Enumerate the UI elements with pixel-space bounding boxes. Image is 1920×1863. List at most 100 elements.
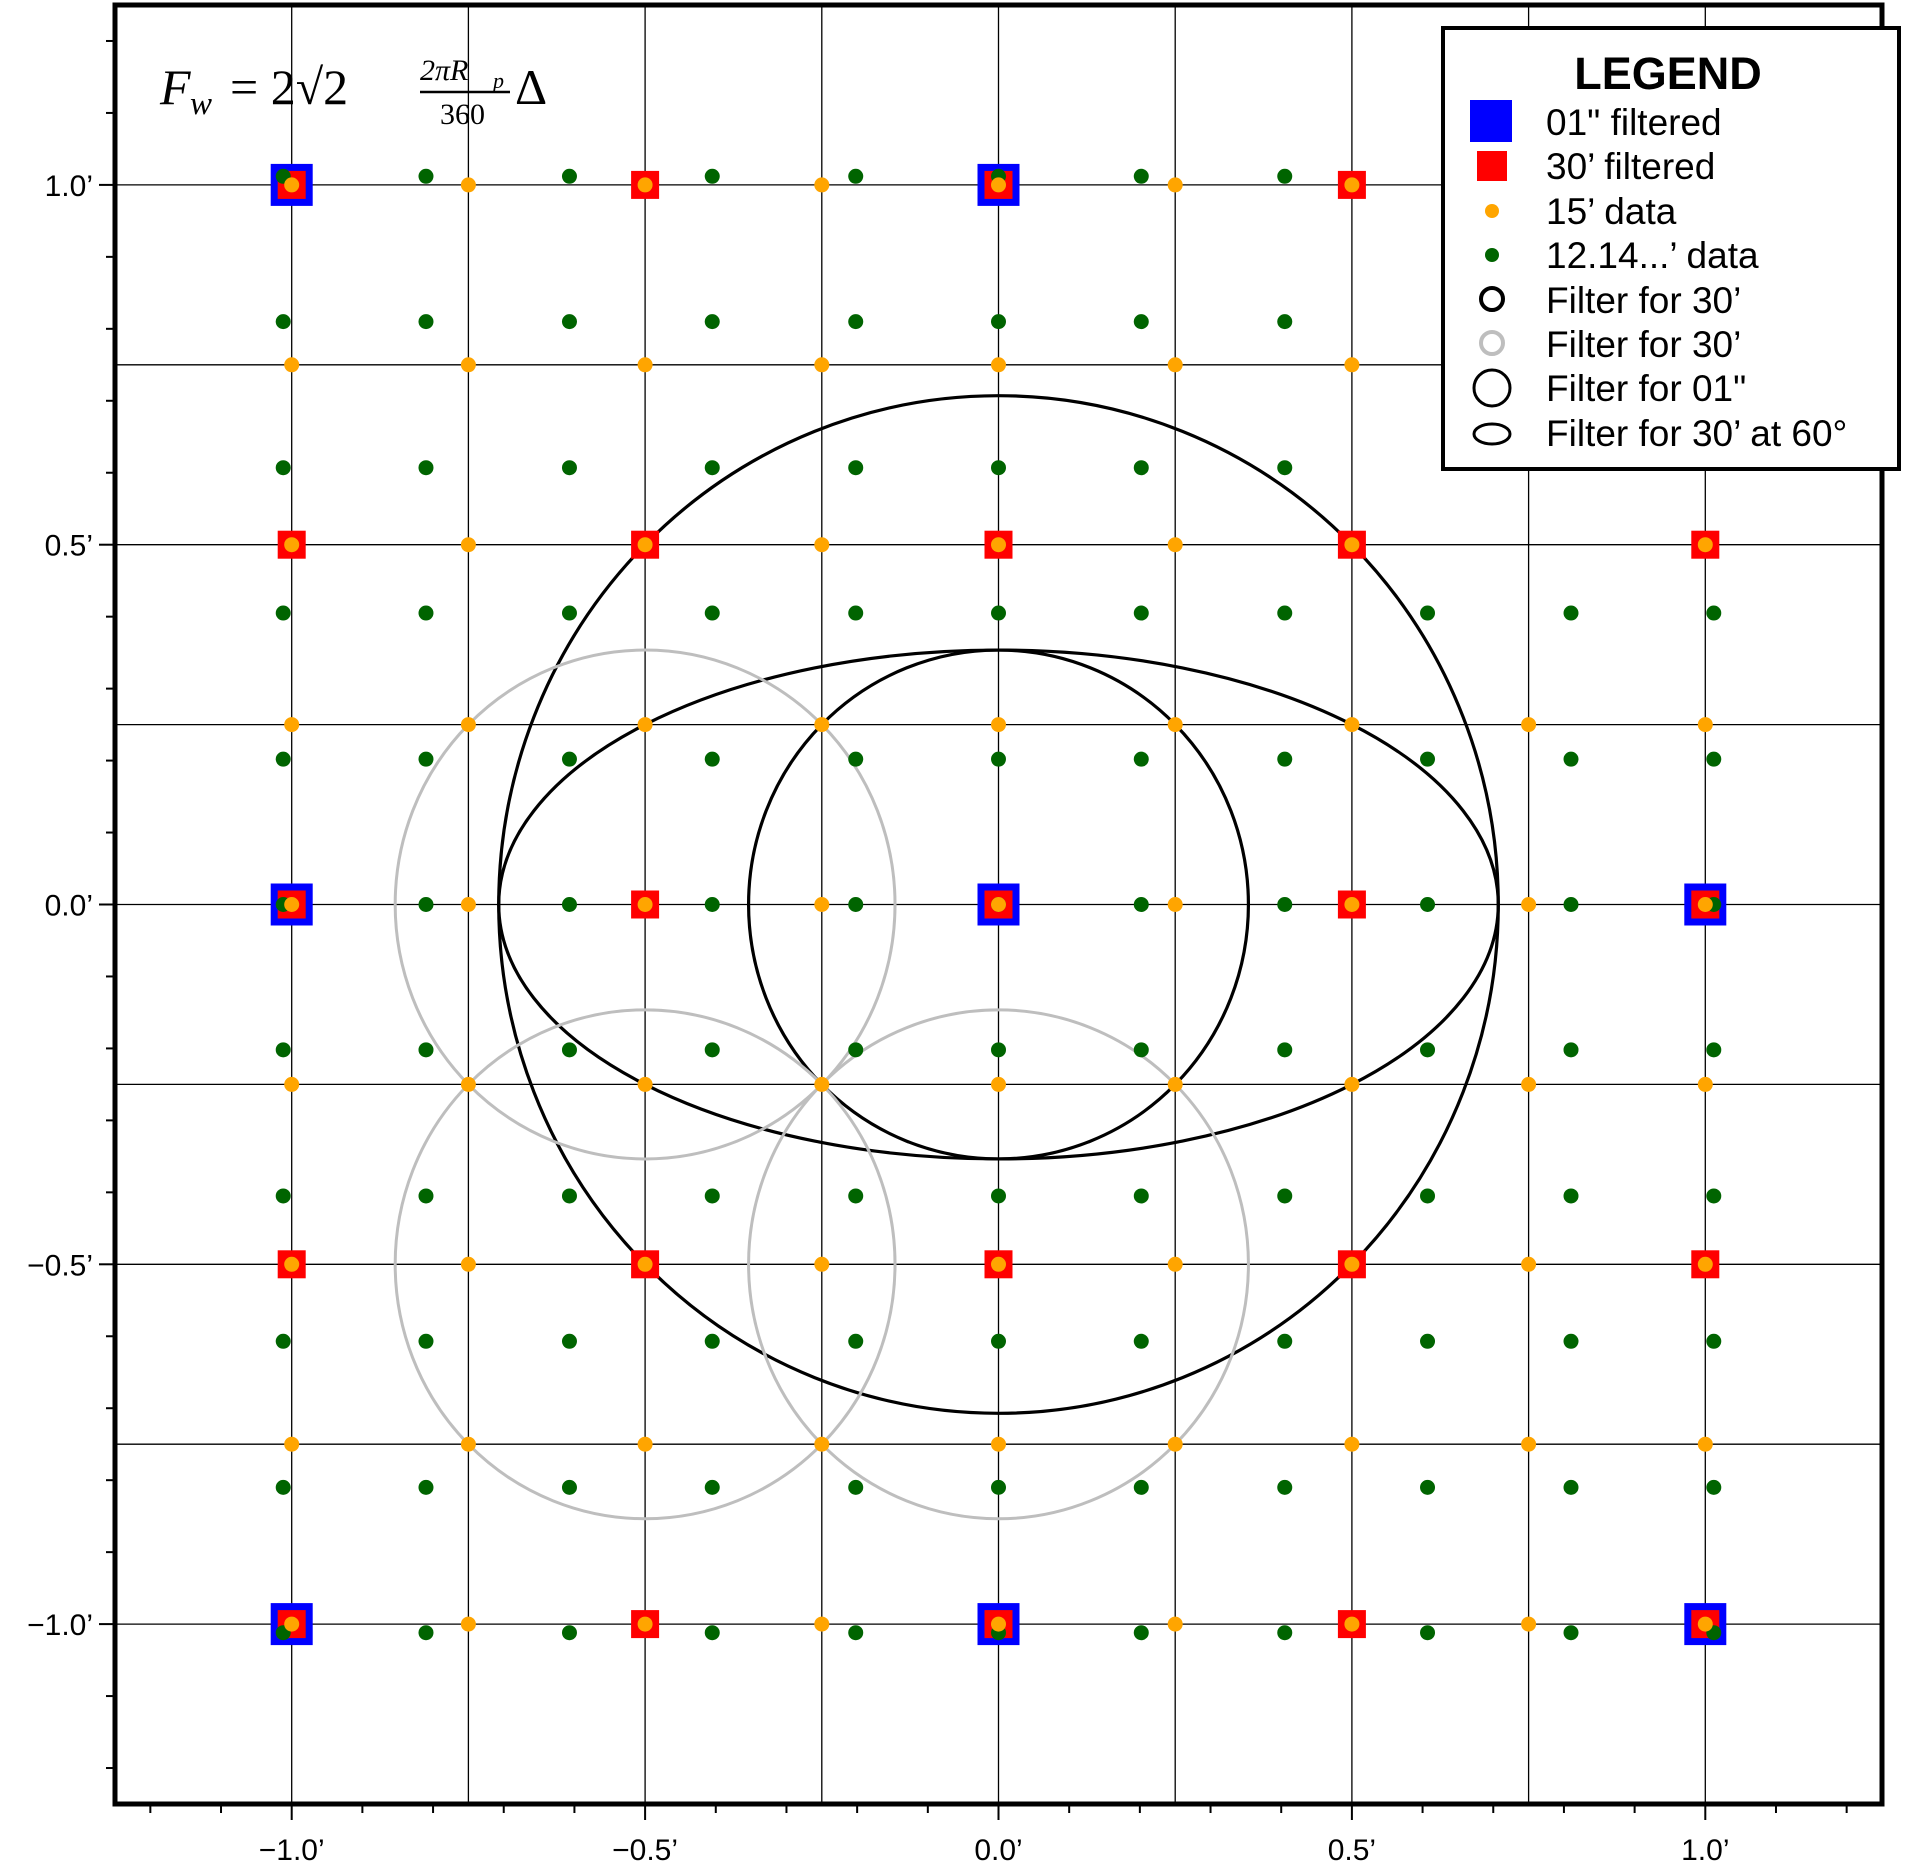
marker-12-data bbox=[561, 1333, 577, 1349]
marker-15-data bbox=[1167, 537, 1183, 553]
marker-15-data bbox=[1697, 1436, 1713, 1452]
marker-12-data bbox=[1420, 605, 1436, 621]
marker-15-data bbox=[460, 897, 476, 912]
marker-15-data bbox=[814, 1436, 830, 1452]
filter-circle-gray bbox=[393, 1008, 897, 1521]
marker-12-data bbox=[561, 1625, 577, 1641]
legend-swatch-filter-30-60 bbox=[1472, 422, 1512, 446]
marker-15-data bbox=[1344, 897, 1360, 912]
marker-15-data bbox=[814, 177, 830, 193]
marker-12-data bbox=[1277, 751, 1293, 767]
marker-15-data bbox=[1344, 1076, 1360, 1092]
marker-15-data bbox=[1521, 897, 1537, 912]
marker-12-data bbox=[1706, 1479, 1722, 1495]
x-tick-label: 1.0’ bbox=[1681, 1834, 1729, 1863]
formula-annotation: F w = 2√2 2πR p 360 Δ bbox=[159, 54, 547, 131]
marker-12-data bbox=[848, 605, 864, 621]
legend-label-filter-30-black: Filter for 30’ bbox=[1546, 280, 1741, 321]
filter-circle-gray bbox=[393, 648, 897, 1161]
x-tick-label: 0.5’ bbox=[1328, 1834, 1376, 1863]
marker-12-data bbox=[704, 605, 720, 621]
marker-12-data bbox=[704, 314, 720, 330]
marker-15-data bbox=[1344, 537, 1360, 553]
marker-15-data bbox=[1167, 717, 1183, 733]
filter-circle-gray bbox=[747, 1008, 1250, 1521]
marker-12-data bbox=[1133, 605, 1149, 621]
marker-12-data bbox=[561, 897, 577, 912]
marker-12-data bbox=[848, 460, 864, 476]
marker-15-data bbox=[284, 177, 300, 193]
formula-numerator-subscript: p bbox=[491, 68, 504, 93]
marker-12-data bbox=[704, 751, 720, 767]
legend-label-filter-30-60: Filter for 30’ at 60° bbox=[1546, 413, 1847, 454]
marker-15-data bbox=[1344, 1436, 1360, 1452]
marker-15-data bbox=[1167, 1616, 1183, 1632]
marker-12-data bbox=[418, 314, 434, 330]
marker-12-data bbox=[275, 751, 291, 767]
formula-subscript: w bbox=[190, 86, 212, 122]
marker-15-data bbox=[1167, 897, 1183, 912]
marker-12-data bbox=[418, 751, 434, 767]
marker-12-data bbox=[1420, 1042, 1436, 1058]
marker-12-data bbox=[848, 1625, 864, 1641]
marker-15-data bbox=[284, 1256, 300, 1272]
marker-12-data bbox=[1277, 1625, 1293, 1641]
marker-12-data bbox=[848, 751, 864, 767]
marker-12-data bbox=[991, 314, 1006, 330]
filter-ellipse bbox=[497, 648, 1500, 1161]
marker-12-data bbox=[848, 1042, 864, 1058]
marker-15-data bbox=[1167, 1076, 1183, 1092]
y-tick-label: −0.5’ bbox=[27, 1249, 93, 1282]
marker-12-data bbox=[1133, 168, 1149, 184]
marker-12-data bbox=[1277, 168, 1293, 184]
marker-12-data bbox=[1277, 1188, 1293, 1204]
marker-15-data bbox=[284, 717, 300, 733]
marker-15-data bbox=[1344, 717, 1360, 733]
marker-12-data bbox=[1133, 1188, 1149, 1204]
marker-15-data bbox=[637, 357, 653, 373]
marker-12-data bbox=[1563, 751, 1579, 767]
marker-15-data bbox=[1697, 717, 1713, 733]
marker-12-data bbox=[1277, 314, 1293, 330]
marker-12-data bbox=[704, 168, 720, 184]
marker-15-data bbox=[1521, 1436, 1537, 1452]
marker-15-data bbox=[637, 177, 653, 193]
marker-12-data bbox=[561, 751, 577, 767]
marker-15-data bbox=[1697, 537, 1713, 553]
marker-15-data bbox=[991, 1256, 1006, 1272]
legend-swatch-01-filtered bbox=[1470, 100, 1512, 142]
marker-12-data bbox=[561, 1042, 577, 1058]
x-tick-label: −1.0’ bbox=[259, 1834, 325, 1863]
legend-label-15-data: 15’ data bbox=[1546, 191, 1677, 232]
marker-12-data bbox=[1277, 605, 1293, 621]
marker-12-data bbox=[991, 1479, 1006, 1495]
marker-12-data bbox=[991, 1188, 1006, 1204]
marker-15-data bbox=[1697, 1076, 1713, 1092]
marker-15-data bbox=[637, 1076, 653, 1092]
marker-12-data bbox=[275, 1188, 291, 1204]
marker-15-data bbox=[284, 1076, 300, 1092]
marker-12-data bbox=[1563, 1188, 1579, 1204]
marker-15-data bbox=[284, 1616, 300, 1632]
marker-12-data bbox=[418, 1333, 434, 1349]
legend-label-30-filtered: 30’ filtered bbox=[1546, 146, 1715, 187]
marker-12-data bbox=[561, 314, 577, 330]
marker-15-data bbox=[1344, 177, 1360, 193]
marker-12-data bbox=[848, 314, 864, 330]
marker-12-data bbox=[561, 460, 577, 476]
marker-15-data bbox=[460, 1616, 476, 1632]
marker-12-data bbox=[1133, 1042, 1149, 1058]
marker-12-data bbox=[1706, 751, 1722, 767]
formula-equals: = 2√2 bbox=[230, 59, 348, 115]
marker-12-data bbox=[1420, 1188, 1436, 1204]
marker-15-data bbox=[1167, 1436, 1183, 1452]
marker-12-data bbox=[991, 460, 1006, 476]
marker-12-data bbox=[418, 897, 434, 912]
marker-15-data bbox=[284, 897, 300, 912]
marker-12-data bbox=[1277, 1333, 1293, 1349]
marker-12-data bbox=[1277, 1042, 1293, 1058]
marker-15-data bbox=[991, 897, 1006, 912]
marker-15-data bbox=[814, 1616, 830, 1632]
legend-swatch-filter-30-black bbox=[1479, 286, 1505, 312]
marker-12-data bbox=[1133, 1479, 1149, 1495]
